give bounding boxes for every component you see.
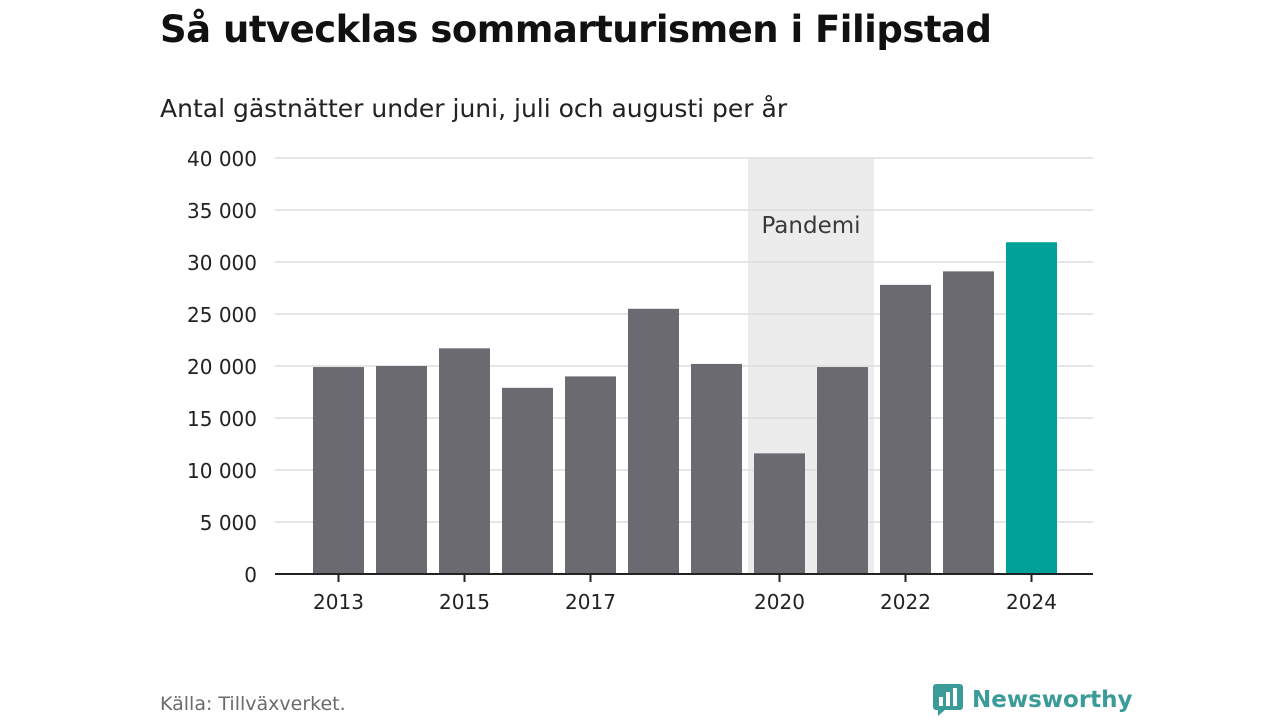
y-tick-label: 15 000 (187, 407, 257, 431)
chart-subtitle: Antal gästnätter under juni, juli och au… (160, 94, 788, 123)
newsworthy-logo-icon (933, 684, 963, 716)
bar-2016 (502, 387, 553, 574)
x-tick-label: 2024 (1006, 590, 1057, 614)
shaded-region-label: Pandemi (761, 213, 860, 239)
bar-2019 (691, 363, 742, 574)
y-tick-label: 20 000 (187, 355, 257, 379)
y-tick-label: 30 000 (187, 251, 257, 275)
brand: Newsworthy (932, 683, 1133, 717)
bar-2018 (628, 308, 679, 574)
y-tick-label: 35 000 (187, 199, 257, 223)
chart-title: Så utvecklas sommarturismen i Filipstad (160, 8, 992, 51)
bar-2015 (439, 348, 490, 574)
source-note: Källa: Tillväxverket. (160, 693, 346, 715)
x-tick-label: 2013 (313, 590, 364, 614)
y-tick-label: 40 000 (187, 147, 257, 171)
x-tick-label: 2015 (439, 590, 490, 614)
y-tick-label: 5 000 (200, 511, 257, 535)
brand-name: Newsworthy (972, 687, 1133, 713)
bar-2023 (943, 271, 994, 574)
x-tick-label: 2022 (880, 590, 931, 614)
bar-2020 (754, 453, 805, 574)
y-tick-label: 10 000 (187, 459, 257, 483)
x-tick-label: 2017 (565, 590, 616, 614)
bar-2014 (376, 366, 427, 574)
x-tick-label: 2020 (754, 590, 805, 614)
bar-2024 (1006, 242, 1057, 575)
y-tick-label: 25 000 (187, 303, 257, 327)
bar-2022 (880, 284, 931, 574)
bar-2017 (565, 376, 616, 574)
y-tick-label: 0 (244, 563, 257, 587)
bar-2021 (817, 367, 868, 574)
bar-2013 (313, 367, 364, 574)
